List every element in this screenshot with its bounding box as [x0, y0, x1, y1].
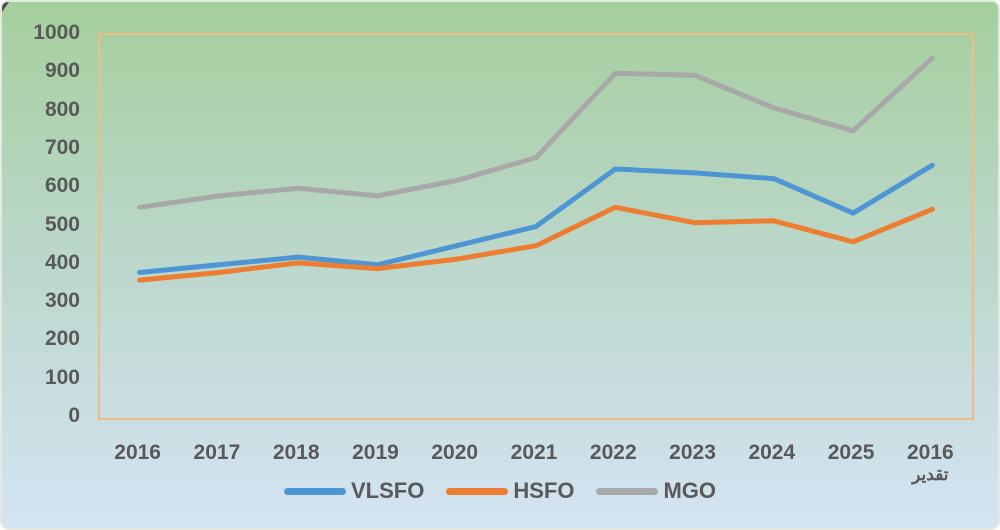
x-tick-label: 2025	[806, 442, 896, 463]
x-tick-text: 2021	[510, 441, 558, 464]
legend-label: HSFO	[513, 478, 575, 503]
x-tick-label: 2023	[648, 442, 738, 463]
x-tick-text: 2024	[748, 441, 796, 464]
y-tick-label: 100	[44, 365, 80, 389]
legend-label: MGO	[663, 478, 717, 503]
x-tick-label: 2018	[251, 442, 341, 463]
x-tick-label: 2019	[330, 442, 420, 463]
y-tick-label: 500	[44, 212, 80, 236]
x-tick-text: 2020	[431, 441, 479, 464]
legend-item-vlsfo: VLSFO	[283, 478, 425, 504]
x-tick-text: 2019	[352, 441, 399, 464]
y-tick-label: 600	[44, 174, 80, 198]
series-line-hsfo	[137, 204, 935, 283]
x-tick-text: 2023	[669, 441, 716, 464]
series-plot	[137, 55, 935, 283]
y-tick-label: 300	[44, 289, 80, 313]
legend-item-hsfo: HSFO	[446, 478, 574, 504]
y-tick-label: 900	[44, 59, 80, 83]
x-tick-text: 2017	[193, 441, 241, 464]
x-tick-label: 2024	[727, 442, 817, 463]
legend-marker-vlsfo	[283, 487, 346, 495]
y-tick-label: 200	[44, 327, 80, 351]
x-tick-note: تقدير	[912, 465, 949, 484]
cursor-artifact	[2, 2, 9, 12]
y-tick-label: 700	[44, 135, 80, 159]
x-tick-text: 2016	[114, 441, 161, 464]
legend: VLSFO HSFO MGO	[2, 478, 998, 504]
y-tick-label: 400	[44, 250, 80, 274]
legend-label: VLSFO	[350, 478, 425, 503]
x-tick-text: 2018	[272, 441, 320, 464]
y-tick-label: 0	[68, 404, 80, 427]
legend-marker-mgo	[596, 487, 659, 495]
series-line-mgo	[137, 55, 935, 210]
x-tick-label: 2020	[410, 442, 500, 463]
y-tick-label: 800	[44, 97, 80, 121]
x-tick-label: 2016 تقدير	[885, 442, 975, 483]
x-tick-text: 2025	[827, 441, 875, 464]
x-tick-label: 2022	[568, 442, 658, 463]
x-tick-label: 2017	[172, 442, 262, 463]
x-tick-label: 2021	[489, 442, 579, 463]
y-tick-label: 1000	[33, 21, 80, 44]
legend-item-mgo: MGO	[596, 478, 716, 504]
plot-area	[98, 33, 974, 420]
series-line-vlsfo	[137, 162, 935, 275]
x-tick-text: 2022	[589, 441, 637, 464]
x-tick-label: 2016	[93, 442, 183, 463]
legend-marker-hsfo	[446, 487, 509, 495]
x-tick-text: 2016	[907, 441, 954, 464]
